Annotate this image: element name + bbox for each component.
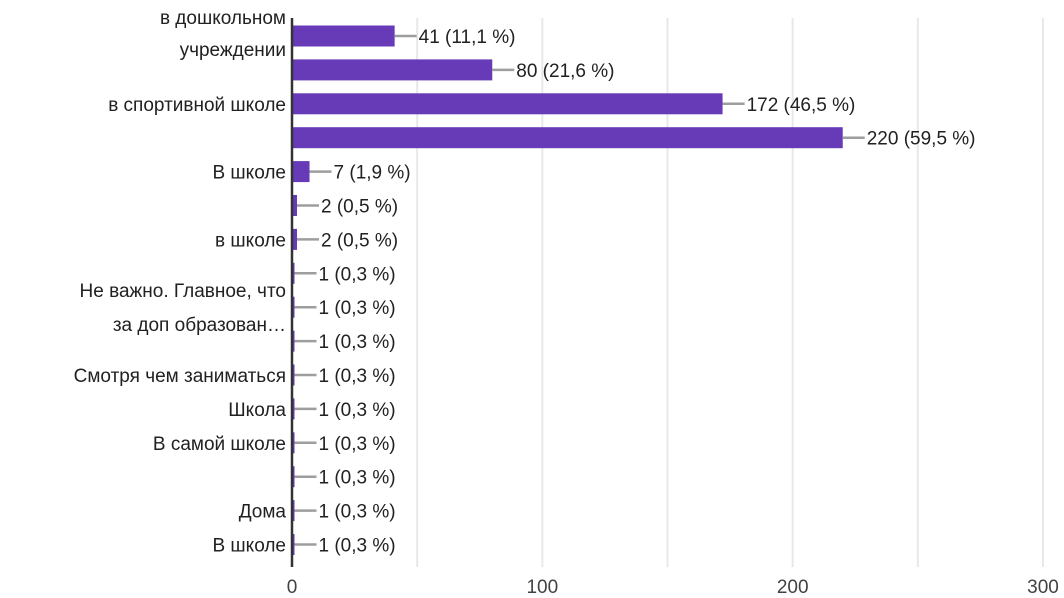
data-label: 1 (0,3 %) (319, 502, 396, 523)
category-label: В самой школе (153, 434, 286, 455)
bar (292, 25, 395, 47)
category-label: Школа (228, 400, 286, 421)
data-label: 80 (21,6 %) (516, 61, 614, 82)
data-label: 172 (46,5 %) (747, 95, 856, 116)
category-label: в спортивной школе (108, 95, 286, 116)
bar (292, 127, 843, 149)
bar (292, 296, 295, 318)
category-label: В школе (212, 536, 286, 557)
bar (292, 534, 295, 555)
category-label: Дома (239, 502, 287, 523)
data-label: 1 (0,3 %) (319, 468, 396, 489)
bar (292, 228, 298, 250)
data-label: 7 (1,9 %) (334, 163, 411, 184)
category-label: в школе (215, 230, 286, 251)
x-tick-label: 0 (287, 577, 298, 598)
bar (292, 330, 295, 352)
x-tick-label: 300 (1027, 577, 1059, 598)
data-label: 1 (0,3 %) (319, 536, 396, 557)
data-label: 1 (0,3 %) (319, 264, 396, 285)
category-label: Смотря чем заниматься (74, 366, 286, 387)
category-label: в дошкольном (160, 8, 286, 29)
bar (292, 59, 493, 81)
data-label: 1 (0,3 %) (319, 400, 396, 421)
bar (292, 93, 723, 115)
category-label: В школе (212, 163, 286, 184)
bar (292, 262, 295, 284)
category-label: учреждении (180, 40, 286, 61)
data-label: 41 (11,1 %) (419, 27, 516, 48)
data-label: 1 (0,3 %) (319, 332, 396, 353)
category-label: за доп образован… (113, 315, 286, 336)
x-tick-label: 200 (777, 577, 809, 598)
x-tick-label: 100 (526, 577, 558, 598)
bar (292, 500, 295, 522)
bar (292, 364, 295, 386)
bar (292, 161, 310, 183)
data-label: 2 (0,5 %) (321, 230, 398, 251)
data-label: 1 (0,3 %) (319, 366, 396, 387)
data-label: 1 (0,3 %) (319, 298, 396, 319)
bar (292, 466, 295, 488)
bar (292, 195, 298, 216)
data-label: 2 (0,5 %) (321, 197, 398, 218)
data-label: 220 (59,5 %) (867, 129, 976, 150)
data-label: 1 (0,3 %) (319, 434, 396, 455)
bar (292, 432, 295, 454)
category-label: Не важно. Главное, что (80, 281, 286, 302)
bar (292, 398, 295, 420)
